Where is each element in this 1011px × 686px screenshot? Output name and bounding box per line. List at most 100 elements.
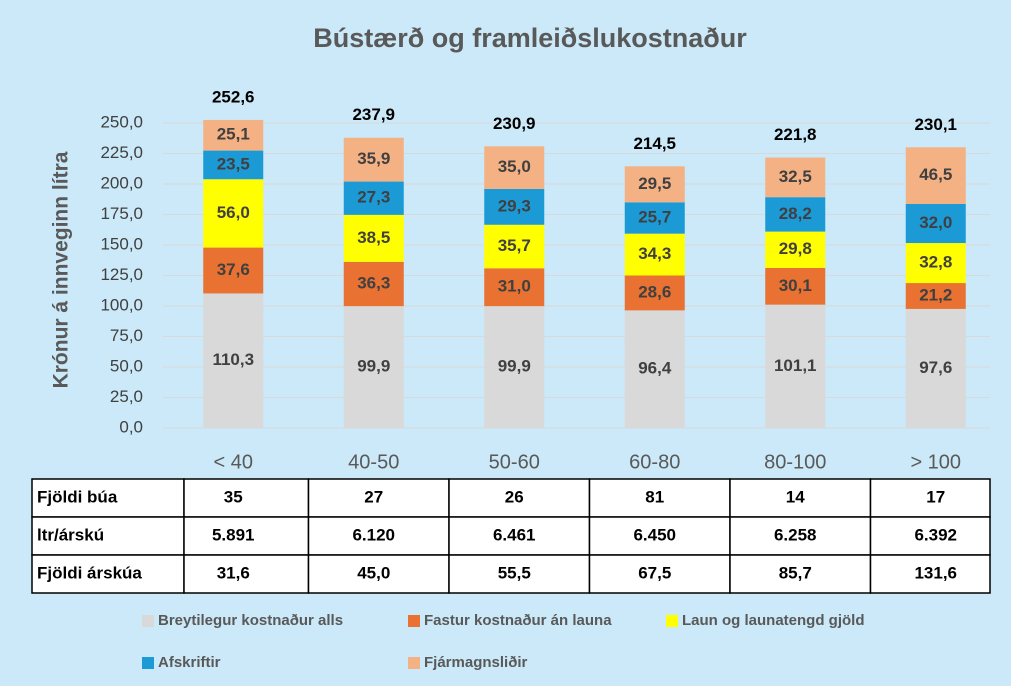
table-value: 17	[926, 487, 945, 506]
data-label: 30,1	[779, 276, 812, 295]
total-label: 221,8	[774, 125, 817, 144]
y-tick-label: 175,0	[100, 204, 143, 223]
bar-segment	[905, 283, 966, 309]
x-tick-label: 60-80	[629, 451, 680, 473]
table-cell	[869, 516, 991, 556]
x-tick-label: < 40	[214, 451, 253, 473]
legend-swatch	[408, 657, 420, 669]
table-value: 81	[645, 487, 664, 506]
data-label: 99,9	[357, 357, 390, 376]
total-label: 230,1	[914, 115, 957, 134]
total-label: 252,6	[212, 87, 255, 106]
table-value: 35	[224, 487, 243, 506]
legend-swatch	[666, 615, 678, 627]
row-label: ltr/árskú	[37, 525, 104, 544]
row-label: Fjöldi árskúa	[37, 563, 142, 582]
bar-segment	[905, 243, 966, 284]
data-label: 32,5	[779, 167, 812, 186]
data-label: 23,5	[217, 154, 250, 173]
total-label: 230,9	[493, 114, 536, 133]
table-cell	[869, 478, 991, 518]
bar-segment	[484, 268, 545, 307]
bar-segment	[203, 179, 264, 248]
data-label: 32,0	[919, 213, 952, 232]
data-label: 97,6	[919, 358, 952, 377]
y-tick-label: 125,0	[100, 265, 143, 284]
y-tick-label: 225,0	[100, 143, 143, 162]
bar-segment	[765, 231, 826, 268]
legend-label: Breytilegur kostnaður alls	[158, 612, 343, 629]
bar-segment	[765, 157, 826, 198]
data-label: 28,6	[638, 282, 671, 301]
data-label: 34,3	[638, 244, 671, 263]
y-tick-label: 0,0	[119, 417, 143, 436]
bar-segment	[624, 275, 685, 311]
table-value: 67,5	[638, 563, 671, 582]
data-label: 21,2	[919, 285, 952, 304]
bar-segment	[203, 293, 264, 428]
y-tick-label: 200,0	[100, 173, 143, 192]
table-value: 45,0	[357, 563, 390, 582]
legend-swatch	[408, 615, 420, 627]
total-label: 237,9	[352, 105, 395, 124]
table-value: 6.258	[774, 525, 817, 544]
data-label: 25,7	[638, 207, 671, 226]
data-label: 28,2	[779, 204, 812, 223]
table-cell	[448, 478, 591, 518]
table-value: 6.392	[914, 525, 957, 544]
table-value: 131,6	[914, 563, 957, 582]
legend-label: Fastur kostnaður án launa	[424, 612, 612, 629]
y-tick-label: 150,0	[100, 234, 143, 253]
bar-segment	[203, 119, 264, 151]
legend-swatch	[142, 615, 154, 627]
bar-segment	[484, 189, 545, 225]
table-cell	[31, 516, 185, 556]
data-label: 29,8	[779, 239, 812, 258]
x-tick-label: > 100	[910, 451, 961, 473]
data-label: 32,8	[919, 253, 952, 272]
bar-segment	[765, 304, 826, 428]
data-label: 101,1	[774, 356, 817, 375]
y-tick-label: 250,0	[100, 112, 143, 131]
data-label: 35,9	[357, 149, 390, 168]
bar-segment	[624, 233, 685, 276]
bar-segment	[624, 166, 685, 203]
bar-segment	[343, 306, 404, 428]
row-label: Fjöldi búa	[37, 487, 118, 506]
bar-segment	[343, 214, 404, 262]
legend-label: Afskriftir	[158, 654, 221, 671]
x-tick-label: 80-100	[764, 451, 826, 473]
data-label: 99,9	[498, 357, 531, 376]
x-tick-label: 50-60	[489, 451, 540, 473]
table-cell	[183, 478, 310, 518]
bar-segment	[343, 181, 404, 215]
data-label: 27,3	[357, 188, 390, 207]
y-tick-label: 100,0	[100, 295, 143, 314]
bar-segment	[905, 204, 966, 244]
table-cell	[729, 516, 872, 556]
table-value: 6.450	[633, 525, 676, 544]
data-label: 35,7	[498, 236, 531, 255]
x-tick-label: 40-50	[348, 451, 399, 473]
table-value: 6.461	[493, 525, 536, 544]
bar-segment	[905, 147, 966, 205]
total-label: 214,5	[633, 134, 676, 153]
table-value: 31,6	[217, 563, 250, 582]
table-value: 26	[505, 487, 524, 506]
chart-title: Bústærð og framleiðslukostnaður	[313, 23, 747, 53]
data-label: 29,5	[638, 174, 671, 193]
table-cell	[307, 554, 450, 594]
y-axis-label: Krónur á innveginn lítra	[50, 151, 73, 388]
y-tick-label: 50,0	[110, 356, 143, 375]
data-label: 36,3	[357, 273, 390, 292]
table-value: 27	[364, 487, 383, 506]
table-cell	[31, 554, 185, 594]
data-label: 96,4	[638, 359, 672, 378]
bar-segment	[203, 150, 264, 180]
legend-label: Laun og launatengd gjöld	[682, 612, 864, 629]
legend-swatch	[142, 657, 154, 669]
data-label: 110,3	[212, 350, 254, 369]
table-cell	[729, 478, 872, 518]
